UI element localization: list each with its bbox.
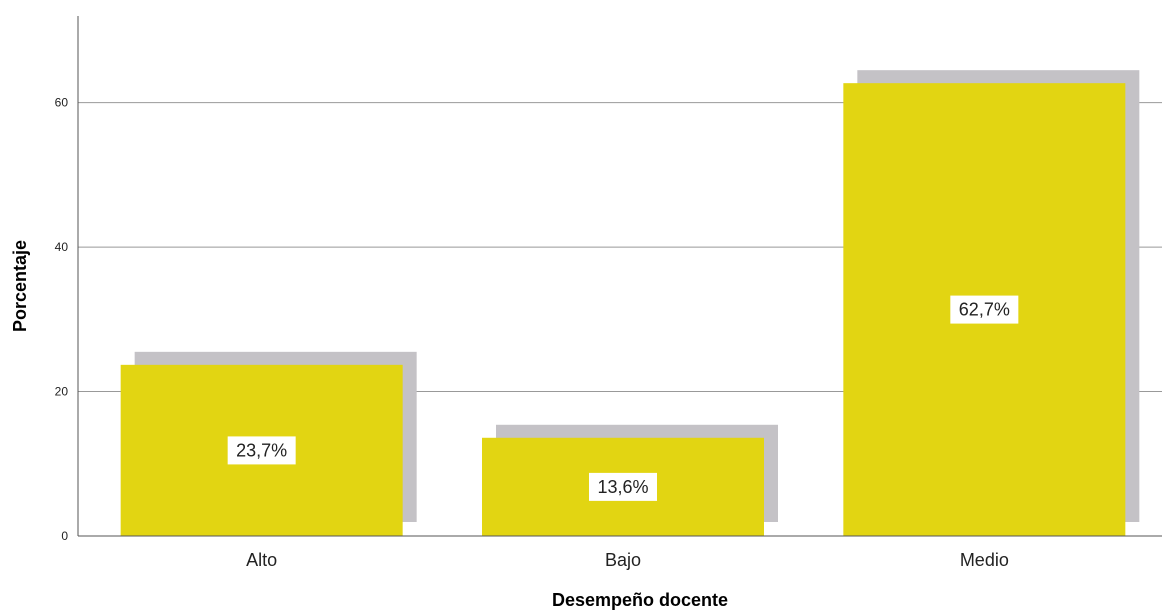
x-tick-label: Bajo — [605, 550, 641, 570]
x-tick-label: Alto — [246, 550, 277, 570]
y-tick-label: 40 — [55, 240, 69, 254]
y-tick-label: 60 — [55, 96, 69, 110]
data-label: 23,7% — [236, 440, 287, 460]
y-tick-label: 20 — [55, 385, 69, 399]
data-label: 13,6% — [597, 477, 648, 497]
y-tick-labels: 0 20 40 60 — [55, 96, 69, 543]
data-label: 62,7% — [959, 300, 1010, 320]
x-tick-labels: Alto Bajo Medio — [246, 550, 1009, 570]
y-axis-title: Porcentaje — [10, 240, 30, 332]
x-axis-title: Desempeño docente — [552, 590, 728, 610]
x-tick-label: Medio — [960, 550, 1009, 570]
bars: 23,7% 13,6% 62,7% — [121, 70, 1140, 536]
y-tick-label: 0 — [61, 529, 68, 543]
